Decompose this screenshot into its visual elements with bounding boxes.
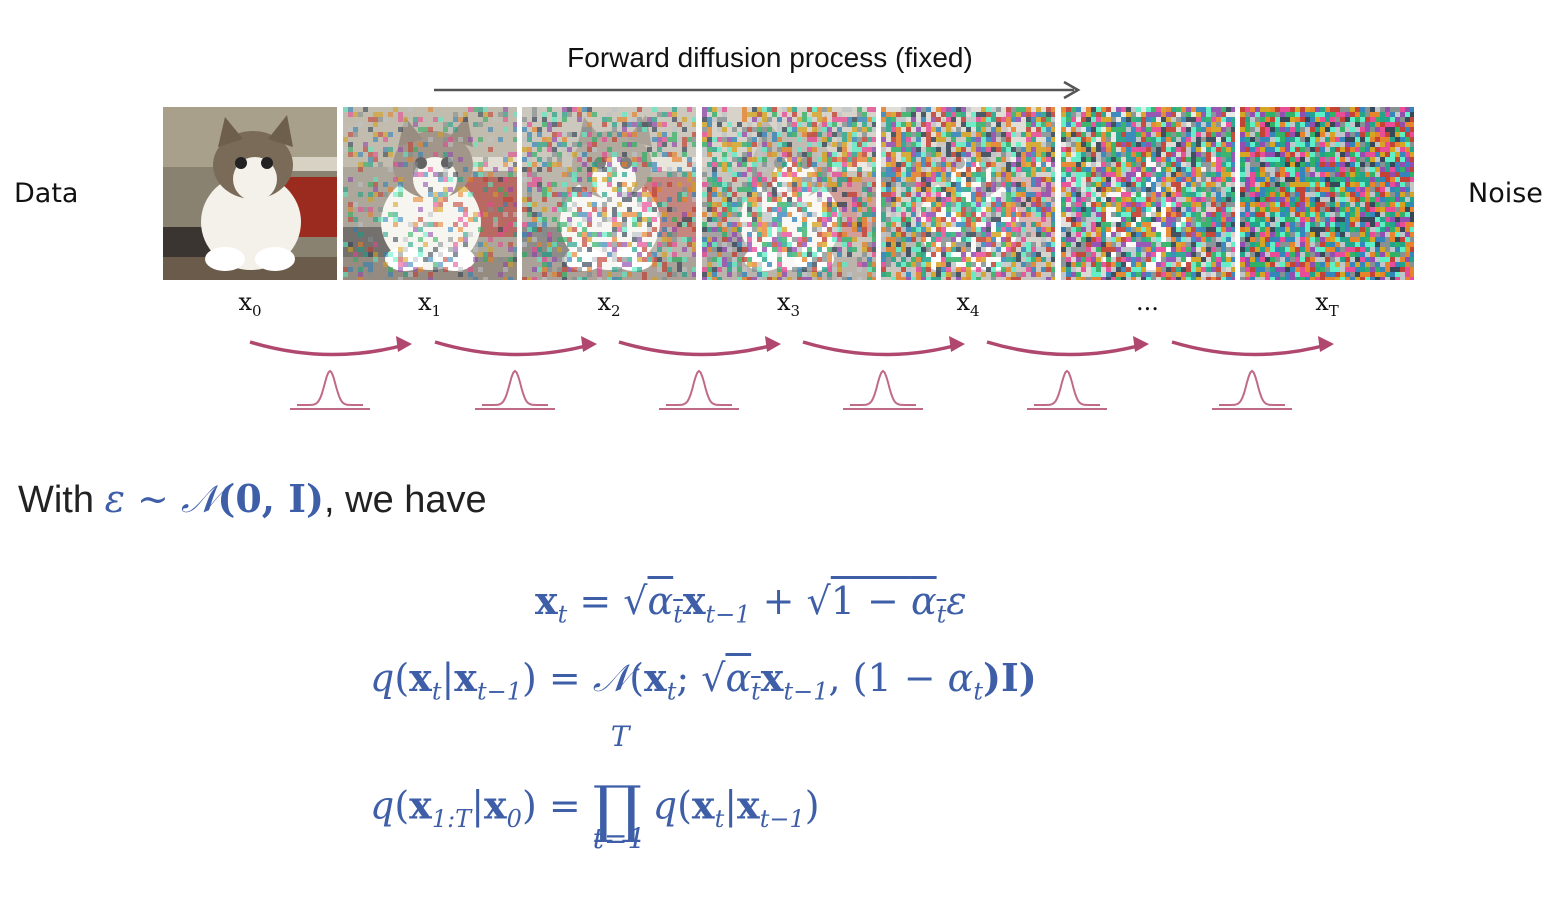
frame-label: xT <box>1315 288 1339 320</box>
sim-symbol: ∼ <box>124 477 181 521</box>
gaussian-icon <box>850 369 916 406</box>
noise-label: Noise <box>1468 178 1543 209</box>
transition-arrow <box>249 340 409 357</box>
diffusion-frame <box>1060 107 1235 280</box>
arrow-head <box>1318 336 1334 352</box>
diffusion-frame <box>163 107 337 280</box>
frame-label: x3 <box>776 288 801 320</box>
frame-label: x0 <box>238 288 262 320</box>
product-operator: T ∏ t=1 <box>592 720 646 855</box>
noise-definition: With ε ∼ 𝒩(0, I), we have <box>18 476 487 522</box>
arrow-head <box>765 336 781 352</box>
transition-arrow <box>434 340 594 357</box>
transition-arrows <box>249 336 1334 410</box>
frame-label: x2 <box>597 288 621 320</box>
epsilon-symbol: ε <box>104 477 125 521</box>
equation-step: xt = √αtxt−1 + √1 − αtε <box>535 578 967 629</box>
gaussian-icon <box>666 369 732 406</box>
normal-symbol: 𝒩 <box>180 477 218 521</box>
diffusion-frame <box>881 107 1055 280</box>
transition-arrow <box>1171 340 1331 357</box>
frame-label: x4 <box>956 288 980 320</box>
diffusion-frame <box>1240 107 1414 280</box>
transition-arrow <box>986 340 1146 357</box>
data-label: Data <box>14 178 79 209</box>
with-suffix: , we have <box>324 479 487 521</box>
diffusion-frame <box>342 107 517 280</box>
equation-transition: q(xt|xt−1) = 𝒩(xt; √αtxt−1, (1 − αt)I) <box>370 655 1037 706</box>
arrow-head <box>949 336 965 352</box>
gaussian-icon <box>1034 369 1100 406</box>
gaussian-icon <box>297 369 363 406</box>
with-prefix: With <box>18 479 105 521</box>
transition-arrow <box>802 340 962 357</box>
diffusion-frame <box>701 107 876 280</box>
frame-label: x1 <box>417 288 442 320</box>
arrow-head <box>396 336 412 352</box>
transition-arrow <box>618 340 778 357</box>
gaussian-icon <box>482 369 548 406</box>
equation-joint: q(x1:T|x0) = T ∏ t=1 q(xt|xt−1) <box>370 720 820 855</box>
frame-label: ... <box>1136 288 1159 316</box>
gaussian-icon <box>1219 369 1285 406</box>
diffusion-frame <box>522 107 696 280</box>
arrow-head <box>581 336 597 352</box>
arrow-head <box>1133 336 1149 352</box>
diagram-title: Forward diffusion process (fixed) <box>567 42 973 73</box>
normal-args: (0, I) <box>217 476 325 521</box>
forward-arrow <box>434 80 1081 100</box>
